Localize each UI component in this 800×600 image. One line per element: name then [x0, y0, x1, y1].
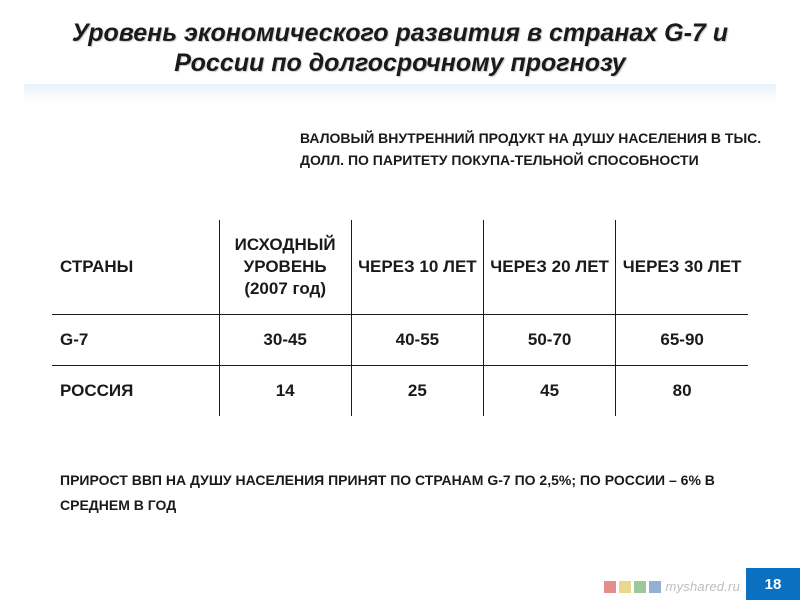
data-table: СТРАНЫ ИСХОДНЫЙ УРОВЕНЬ (2007 год) ЧЕРЕЗ… — [52, 220, 748, 416]
table-cell: 25 — [351, 366, 483, 417]
table-cell: РОССИЯ — [52, 366, 219, 417]
header-accent-band — [24, 84, 776, 102]
table-cell: 50-70 — [484, 315, 616, 366]
col-header: ИСХОДНЫЙ УРОВЕНЬ (2007 год) — [219, 220, 351, 315]
col-header: ЧЕРЕЗ 10 ЛЕТ — [351, 220, 483, 315]
watermark-square-icon — [619, 581, 631, 593]
slide-title: Уровень экономического развития в страна… — [24, 18, 776, 78]
page-number-badge: 18 — [746, 568, 800, 600]
table-row: РОССИЯ 14 25 45 80 — [52, 366, 748, 417]
slide: Уровень экономического развития в страна… — [0, 0, 800, 600]
col-header: СТРАНЫ — [52, 220, 219, 315]
watermark: myshared.ru — [604, 579, 740, 594]
table-cell: 14 — [219, 366, 351, 417]
data-table-wrap: СТРАНЫ ИСХОДНЫЙ УРОВЕНЬ (2007 год) ЧЕРЕЗ… — [52, 220, 748, 416]
table-row: G-7 30-45 40-55 50-70 65-90 — [52, 315, 748, 366]
footnote: ПРИРОСТ ВВП НА ДУШУ НАСЕЛЕНИЯ ПРИНЯТ ПО … — [60, 468, 740, 518]
col-header: ЧЕРЕЗ 30 ЛЕТ — [616, 220, 748, 315]
watermark-square-icon — [649, 581, 661, 593]
table-cell: 80 — [616, 366, 748, 417]
table-cell: 65-90 — [616, 315, 748, 366]
table-cell: 40-55 — [351, 315, 483, 366]
watermark-square-icon — [634, 581, 646, 593]
watermark-square-icon — [604, 581, 616, 593]
watermark-text: myshared.ru — [666, 579, 740, 594]
col-header: ЧЕРЕЗ 20 ЛЕТ — [484, 220, 616, 315]
table-cell: G-7 — [52, 315, 219, 366]
slide-subtitle: ВАЛОВЫЙ ВНУТРЕННИЙ ПРОДУКТ НА ДУШУ НАСЕЛ… — [300, 128, 770, 171]
table-cell: 30-45 — [219, 315, 351, 366]
table-cell: 45 — [484, 366, 616, 417]
table-header-row: СТРАНЫ ИСХОДНЫЙ УРОВЕНЬ (2007 год) ЧЕРЕЗ… — [52, 220, 748, 315]
